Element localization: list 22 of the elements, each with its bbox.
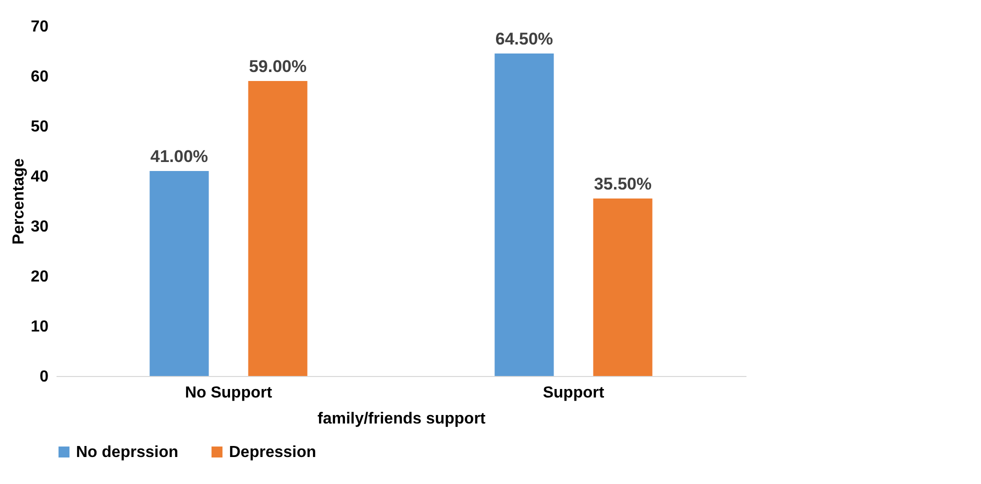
bar — [494, 54, 554, 376]
y-tick-label: 60 — [30, 68, 49, 86]
data-label: 64.50% — [495, 30, 554, 48]
y-tick-label: 30 — [30, 218, 49, 236]
bar — [150, 171, 209, 376]
bar — [593, 198, 652, 376]
y-tick-label: 0 — [40, 368, 49, 386]
x-axis-title: family/friends support — [317, 410, 486, 428]
y-tick-label: 70 — [30, 18, 49, 36]
legend-label: No deprssion — [76, 444, 178, 461]
data-label: 59.00% — [248, 57, 307, 76]
y-tick-label: 10 — [30, 318, 49, 336]
y-tick-label: 40 — [30, 168, 49, 186]
y-tick-label: 20 — [30, 268, 49, 286]
y-axis-title: Percentage — [10, 158, 28, 245]
bar — [248, 81, 308, 376]
x-tick-label: Support — [542, 384, 605, 402]
data-label: 41.00% — [150, 147, 208, 166]
y-tick-label: 50 — [30, 118, 49, 136]
x-tick-label: No Support — [184, 384, 273, 402]
data-label: 35.50% — [594, 174, 652, 194]
legend-label: Depression — [229, 444, 316, 461]
